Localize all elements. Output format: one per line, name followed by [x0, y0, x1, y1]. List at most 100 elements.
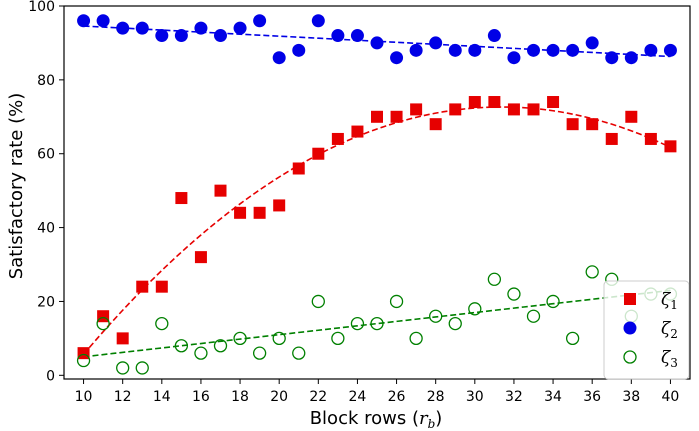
point-zeta3 — [155, 316, 169, 331]
point-zeta1 — [97, 310, 110, 323]
x-axis-title: Block rows (rb) — [310, 408, 443, 431]
point-zeta2 — [96, 14, 110, 28]
point-zeta2 — [468, 43, 482, 57]
x-tick-label: 12 — [114, 389, 132, 405]
point-zeta1 — [586, 118, 599, 131]
point-zeta3 — [526, 309, 541, 323]
point-zeta2 — [155, 29, 169, 43]
x-tick-label: 40 — [662, 389, 680, 405]
point-zeta3 — [468, 302, 482, 316]
point-zeta3 — [96, 316, 110, 331]
point-zeta3 — [448, 316, 462, 331]
point-zeta2 — [527, 43, 540, 57]
y-tick-label: 0 — [46, 368, 55, 384]
point-zeta3 — [487, 272, 502, 286]
point-zeta1 — [351, 125, 364, 138]
point-zeta2 — [370, 36, 384, 50]
x-tick-label: 22 — [309, 389, 327, 405]
point-zeta2 — [116, 21, 130, 35]
point-zeta2 — [135, 21, 149, 35]
legend-marker-zeta3 — [623, 350, 637, 364]
point-zeta3 — [252, 346, 267, 360]
y-axis-ticks: 0 20 40 60 80 100 — [28, 0, 64, 384]
point-zeta3 — [565, 331, 580, 346]
point-zeta1 — [449, 103, 462, 116]
point-zeta1 — [644, 132, 657, 145]
legend-label-zeta2: ζ2 — [661, 319, 678, 341]
point-zeta1 — [175, 192, 188, 205]
y-tick-label: 60 — [37, 147, 55, 163]
x-tick-label: 10 — [75, 389, 93, 405]
x-tick-label: 34 — [544, 389, 562, 405]
point-zeta2 — [272, 51, 286, 65]
x-axis-title-main: Block rows ( — [310, 408, 419, 429]
point-zeta2 — [605, 51, 619, 65]
point-zeta2 — [429, 36, 443, 50]
point-zeta1 — [116, 332, 129, 345]
point-zeta3 — [409, 331, 423, 346]
point-zeta2 — [311, 14, 325, 28]
y-tick-label: 100 — [28, 0, 55, 15]
legend-label-zeta3: ζ3 — [661, 348, 678, 370]
point-zeta2 — [624, 51, 638, 65]
point-zeta3 — [292, 346, 306, 360]
point-zeta1 — [605, 132, 618, 145]
point-zeta1 — [566, 118, 579, 131]
y-tick-label: 40 — [37, 221, 55, 237]
x-tick-label: 20 — [270, 389, 288, 405]
point-zeta3 — [194, 346, 208, 360]
legend-label-zeta2-symbol: ζ — [661, 319, 672, 339]
point-zeta1 — [136, 280, 149, 293]
legend-label-zeta3-subscript: 3 — [670, 356, 678, 370]
point-zeta1 — [331, 132, 344, 145]
legend-label-zeta1: ζ1 — [661, 290, 678, 312]
x-axis-title-end: ) — [435, 408, 442, 429]
y-tick-label: 80 — [37, 73, 55, 89]
point-zeta1 — [371, 110, 383, 123]
point-zeta1 — [488, 96, 501, 109]
point-zeta3 — [272, 331, 286, 346]
x-tick-label: 26 — [388, 389, 406, 405]
point-zeta1 — [292, 162, 305, 175]
x-tick-label: 18 — [231, 389, 249, 405]
x-tick-label: 14 — [153, 389, 171, 405]
point-zeta3 — [507, 287, 521, 301]
trend-line-zeta1 — [82, 106, 671, 355]
point-zeta1 — [155, 280, 168, 293]
point-zeta3 — [174, 339, 189, 353]
x-axis-title-symbol: r — [419, 408, 429, 429]
point-zeta1 — [214, 184, 227, 197]
point-zeta1 — [547, 96, 560, 109]
point-zeta2 — [214, 29, 227, 43]
point-zeta3 — [389, 294, 404, 309]
point-zeta1 — [273, 199, 286, 212]
x-tick-label: 28 — [427, 389, 445, 405]
legend-marker-zeta2 — [623, 321, 637, 335]
point-zeta3 — [429, 309, 443, 323]
point-zeta2 — [448, 43, 462, 57]
point-zeta1 — [468, 96, 481, 109]
point-zeta1 — [253, 206, 266, 219]
point-zeta2 — [233, 21, 247, 35]
point-zeta3 — [116, 361, 130, 375]
point-zeta1 — [429, 118, 442, 131]
x-tick-label: 36 — [583, 389, 601, 405]
legend-label-zeta3-symbol: ζ — [661, 348, 672, 368]
x-tick-label: 32 — [505, 389, 523, 405]
point-zeta1 — [507, 103, 520, 116]
point-zeta1 — [312, 147, 325, 160]
point-zeta3 — [213, 339, 228, 353]
point-zeta3 — [331, 331, 345, 346]
trend-lines — [82, 25, 671, 358]
point-zeta2 — [77, 14, 91, 28]
point-zeta2 — [644, 43, 658, 57]
point-zeta3 — [350, 316, 365, 331]
point-zeta2 — [194, 21, 208, 35]
point-zeta3 — [76, 353, 91, 368]
point-zeta3 — [585, 265, 599, 279]
point-zeta1 — [77, 347, 90, 360]
point-zeta3 — [370, 316, 384, 331]
legend: ζ1 ζ2 ζ3 — [603, 280, 690, 380]
x-tick-label: 16 — [192, 389, 210, 405]
